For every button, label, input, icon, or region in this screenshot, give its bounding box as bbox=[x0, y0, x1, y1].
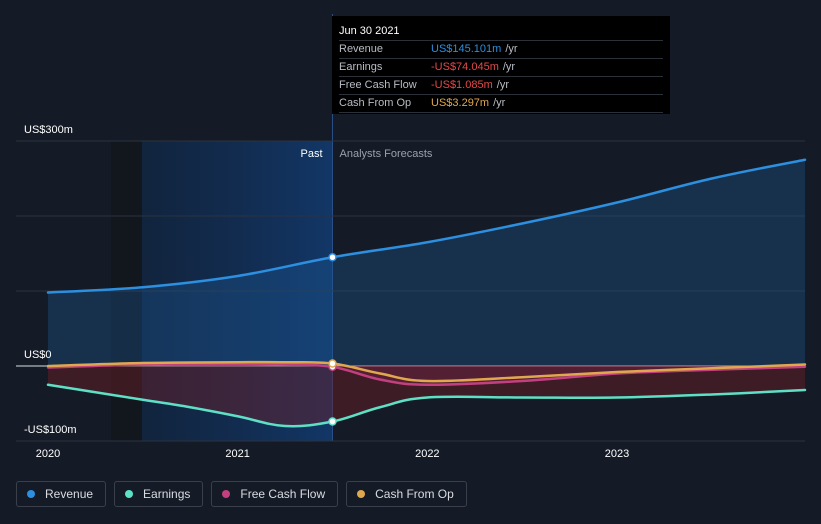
revenue-dot-icon bbox=[27, 490, 35, 498]
tooltip-value: US$3.297m bbox=[431, 97, 490, 109]
tooltip-value: -US$74.045m bbox=[431, 61, 499, 73]
tooltip-date: Jun 30 2021 bbox=[339, 23, 663, 41]
chart-legend: Revenue Earnings Free Cash Flow Cash Fro… bbox=[16, 481, 467, 509]
cash-from-op-line bbox=[46, 360, 807, 383]
tooltip-label: Earnings bbox=[339, 61, 383, 73]
tooltip-unit: /yr bbox=[496, 79, 509, 91]
tooltip-label: Free Cash Flow bbox=[339, 79, 417, 91]
legend-label: Revenue bbox=[45, 487, 94, 501]
revenue-area bbox=[48, 159, 805, 366]
y-tick-label: US$300m bbox=[24, 124, 73, 136]
legend-label: Free Cash Flow bbox=[240, 487, 326, 501]
earnings-dot-icon bbox=[125, 490, 134, 498]
legend-item-free-cash-flow[interactable]: Free Cash Flow bbox=[211, 481, 339, 507]
tooltip-value: -US$1.085m bbox=[431, 79, 493, 91]
tooltip-row-earnings: Earnings -US$74.045m /yr bbox=[339, 59, 663, 77]
tooltip-row-revenue: Revenue US$145.101m /yr bbox=[339, 41, 663, 59]
tooltip-label: Cash From Op bbox=[339, 97, 412, 109]
legend-item-cash-from-op[interactable]: Cash From Op bbox=[346, 481, 467, 507]
x-tick-label: 2023 bbox=[605, 448, 629, 460]
tooltip-unit: /yr bbox=[505, 43, 518, 55]
x-tick-label: 2022 bbox=[415, 448, 439, 460]
tooltip-unit: /yr bbox=[502, 61, 516, 73]
tooltip-label: Revenue bbox=[339, 43, 384, 55]
earnings-line bbox=[46, 383, 807, 428]
legend-label: Earnings bbox=[143, 487, 191, 501]
legend-label: Cash From Op bbox=[375, 487, 454, 501]
tooltip-row-free-cash-flow: Free Cash Flow -US$1.085m /yr bbox=[339, 77, 663, 95]
forecast-label: Analysts Forecasts bbox=[340, 148, 433, 160]
past-label: Past bbox=[300, 148, 322, 160]
revenue-marker bbox=[328, 253, 337, 262]
tooltip-value: US$145.101m bbox=[431, 43, 502, 55]
x-tick-label: 2020 bbox=[36, 448, 60, 460]
y-tick-label: US$0 bbox=[24, 349, 52, 361]
tooltip-unit: /yr bbox=[493, 97, 506, 109]
earnings-marker bbox=[328, 417, 337, 426]
y-tick-label: -US$100m bbox=[24, 424, 77, 436]
legend-item-earnings[interactable]: Earnings bbox=[114, 481, 204, 507]
free-cash-flow-area bbox=[48, 363, 805, 385]
free-cash-flow-dot-icon bbox=[222, 490, 231, 498]
hover-tooltip: Jun 30 2021 Revenue US$145.101m /yr Earn… bbox=[332, 16, 670, 114]
x-tick-label: 2021 bbox=[225, 448, 249, 460]
cash-from-op-marker bbox=[328, 359, 337, 368]
cash-from-op-dot-icon bbox=[357, 490, 366, 498]
earnings-area bbox=[48, 366, 805, 427]
legend-item-revenue[interactable]: Revenue bbox=[16, 481, 107, 507]
free-cash-flow-line bbox=[46, 362, 807, 387]
tooltip-row-cash-from-op: Cash From Op US$3.297m /yr bbox=[339, 95, 663, 113]
revenue-line bbox=[46, 158, 807, 294]
